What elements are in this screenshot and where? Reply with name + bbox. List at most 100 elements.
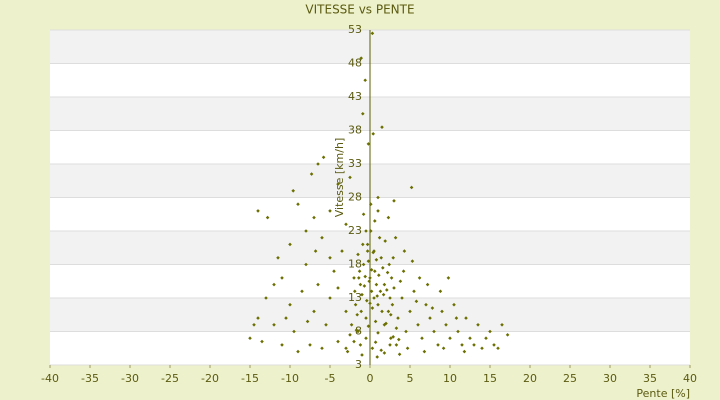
point [373, 219, 377, 223]
point [272, 282, 276, 287]
point [345, 349, 350, 354]
point [375, 294, 379, 298]
point [367, 279, 371, 284]
point [374, 282, 379, 287]
point [280, 343, 284, 347]
point [361, 262, 366, 267]
point [368, 301, 372, 306]
point [417, 276, 422, 280]
point [296, 202, 300, 206]
point [430, 306, 435, 310]
point [416, 323, 420, 327]
point [252, 323, 256, 327]
point [288, 242, 292, 247]
point [462, 349, 467, 354]
point [360, 292, 364, 297]
point [312, 309, 316, 314]
point [368, 276, 372, 280]
point [356, 252, 360, 257]
point [328, 209, 332, 213]
point [401, 269, 406, 273]
point [288, 302, 292, 307]
point [363, 78, 367, 83]
point [360, 353, 364, 357]
point [304, 262, 308, 267]
y-tick-label: 33 [348, 157, 362, 170]
x-tick-label: 35 [643, 372, 657, 385]
point [412, 289, 416, 294]
point [444, 323, 448, 327]
point [361, 111, 365, 116]
point [397, 352, 402, 357]
point [370, 31, 375, 36]
point [420, 336, 424, 340]
x-tick-label: -40 [41, 372, 59, 385]
point [370, 346, 375, 351]
point [362, 284, 367, 288]
point [388, 296, 392, 300]
point [248, 336, 252, 340]
point [370, 306, 375, 310]
point [380, 125, 384, 129]
point [328, 296, 332, 300]
point [476, 323, 480, 327]
point [391, 256, 395, 260]
y-tick-label: 18 [348, 258, 362, 271]
point [384, 321, 388, 326]
point [383, 239, 387, 243]
point [284, 316, 288, 320]
point [382, 351, 387, 355]
y-tick-label: 53 [348, 23, 362, 36]
point [375, 355, 379, 359]
point [256, 316, 260, 320]
point [436, 343, 440, 347]
point [448, 336, 452, 340]
point [414, 299, 419, 304]
point [296, 349, 300, 354]
point [441, 346, 446, 351]
point [364, 316, 368, 320]
point [402, 249, 407, 253]
point [424, 302, 428, 307]
point [364, 229, 368, 233]
point [348, 333, 352, 337]
point [389, 336, 393, 340]
y-tick-label: 23 [348, 224, 362, 237]
point [385, 288, 389, 292]
point [392, 199, 396, 203]
x-tick-label: -20 [201, 372, 219, 385]
point [396, 316, 400, 320]
point [316, 162, 320, 166]
point [353, 289, 357, 294]
point [264, 296, 268, 300]
point [405, 346, 410, 351]
point [456, 329, 460, 334]
point [381, 292, 386, 297]
y-tick-label: 38 [348, 124, 362, 137]
point [409, 185, 414, 190]
point [382, 282, 387, 287]
point [353, 302, 358, 307]
x-tick-label: 20 [523, 372, 537, 385]
y-tick-label: 48 [348, 57, 362, 70]
point [374, 258, 379, 262]
point [359, 309, 363, 314]
x-tick-label: -10 [281, 372, 299, 385]
point [363, 274, 367, 279]
point [496, 346, 500, 351]
x-tick-label: -30 [121, 372, 139, 385]
point [265, 215, 270, 220]
point [378, 289, 383, 294]
point [304, 229, 308, 233]
point [387, 262, 391, 267]
point [373, 340, 378, 345]
point [472, 343, 476, 347]
point [355, 312, 359, 317]
point [352, 276, 356, 280]
point [377, 235, 382, 240]
point [488, 329, 492, 334]
point [389, 312, 393, 317]
chart-title: VITESSE vs PENTE [305, 3, 414, 17]
point [357, 269, 362, 273]
point [321, 155, 326, 160]
